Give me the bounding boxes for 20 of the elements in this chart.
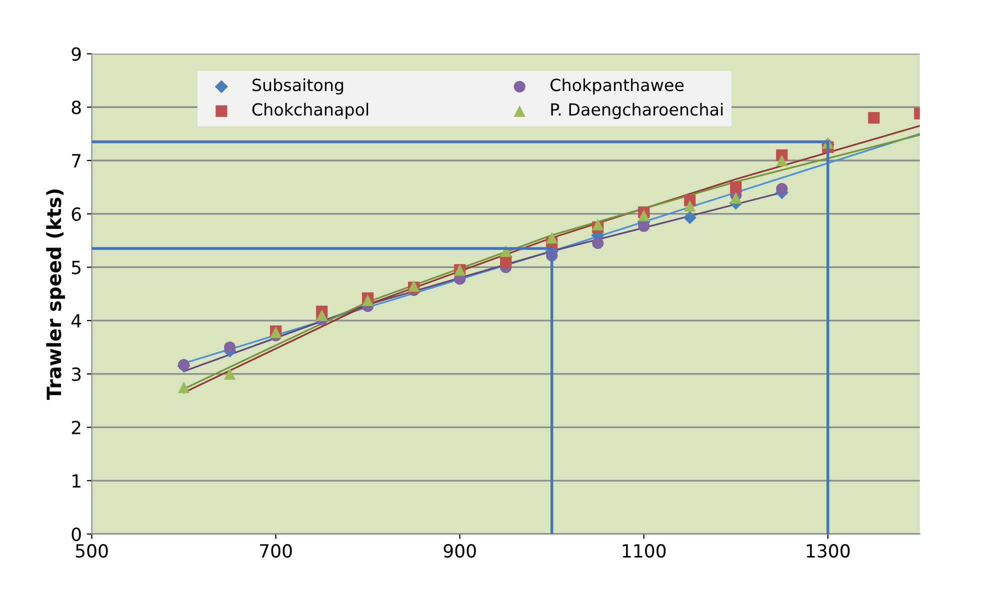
- x-tick-label: 900: [444, 544, 476, 558]
- y-tick-label: 7: [72, 154, 81, 168]
- y-axis-title: Trawler speed (kts): [46, 189, 66, 400]
- y-tick-label: 6: [72, 207, 81, 221]
- y-tick-label: 8: [72, 100, 81, 114]
- legend-label: Chokchanapol: [252, 102, 368, 119]
- x-tick-label: 700: [260, 544, 292, 558]
- y-tick-label: 1: [72, 474, 80, 488]
- x-tick-label: 1300: [806, 544, 850, 558]
- legend-label: Chokpanthawee: [550, 78, 684, 95]
- x-tick-label: 1100: [622, 544, 666, 558]
- x-tick-label: 500: [76, 544, 108, 558]
- y-tick-label: 5: [72, 260, 80, 274]
- y-tick-label: 0: [72, 527, 81, 542]
- y-tick-label: 3: [72, 367, 81, 382]
- legend-label: Subsaitong: [252, 78, 344, 95]
- y-tick-label: 9: [72, 47, 81, 61]
- legend-label: P. Daengcharoenchai: [551, 102, 723, 119]
- y-tick-label: 4: [71, 314, 82, 328]
- y-tick-label: 2: [72, 420, 80, 434]
